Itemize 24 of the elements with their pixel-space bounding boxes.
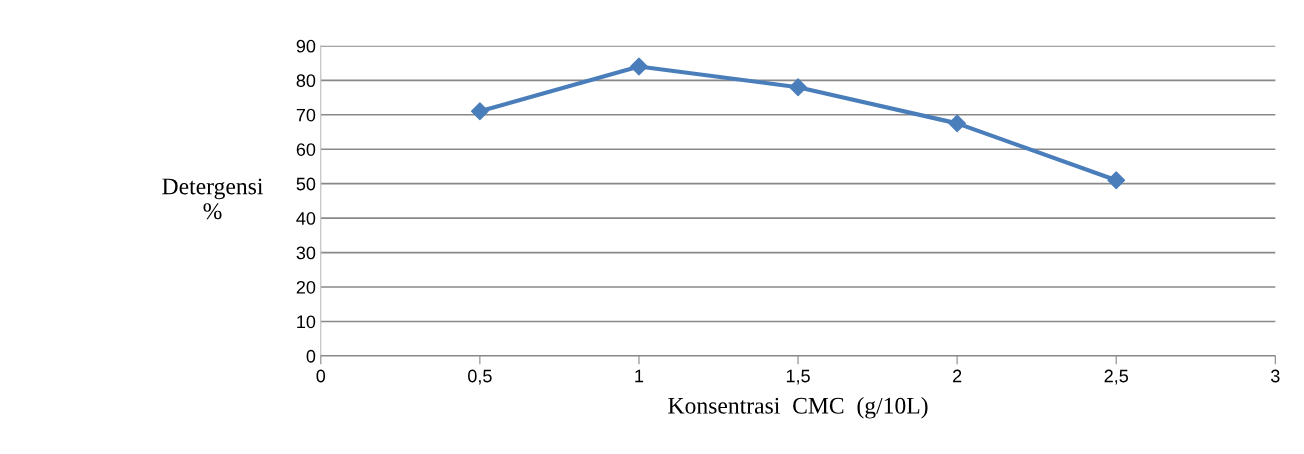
point	[1107, 171, 1126, 190]
point	[470, 102, 489, 121]
y-tick-label: 60	[296, 143, 316, 156]
y-axis-title: Detergensi %	[162, 178, 263, 220]
y-tick-label: 40	[296, 212, 316, 225]
y-tick-label: 70	[296, 108, 316, 122]
point	[630, 57, 648, 76]
y-tick-label: 0	[306, 349, 316, 363]
y-tick-label: 80	[296, 74, 316, 88]
y-tick-label: 30	[296, 246, 316, 260]
y-tick-label: 90	[296, 39, 316, 53]
point	[948, 114, 967, 133]
x-tick-label: 2,5	[1104, 369, 1129, 385]
point	[789, 78, 807, 97]
x-tick-label: 0,5	[468, 369, 492, 385]
y-tick-label: 20	[296, 280, 316, 294]
y-tick-label: 10	[297, 315, 316, 329]
x-tick-label: 0	[316, 369, 326, 383]
x-axis-title: Konsentrasi CMC (g/10L)	[668, 397, 928, 419]
y-tick-label: 50	[296, 177, 316, 191]
x-tick-label: 3	[1270, 369, 1280, 383]
x-tick-label: 1	[635, 369, 644, 383]
x-tick-label: 2	[953, 369, 962, 383]
x-tick-label: 1,5	[786, 369, 810, 385]
